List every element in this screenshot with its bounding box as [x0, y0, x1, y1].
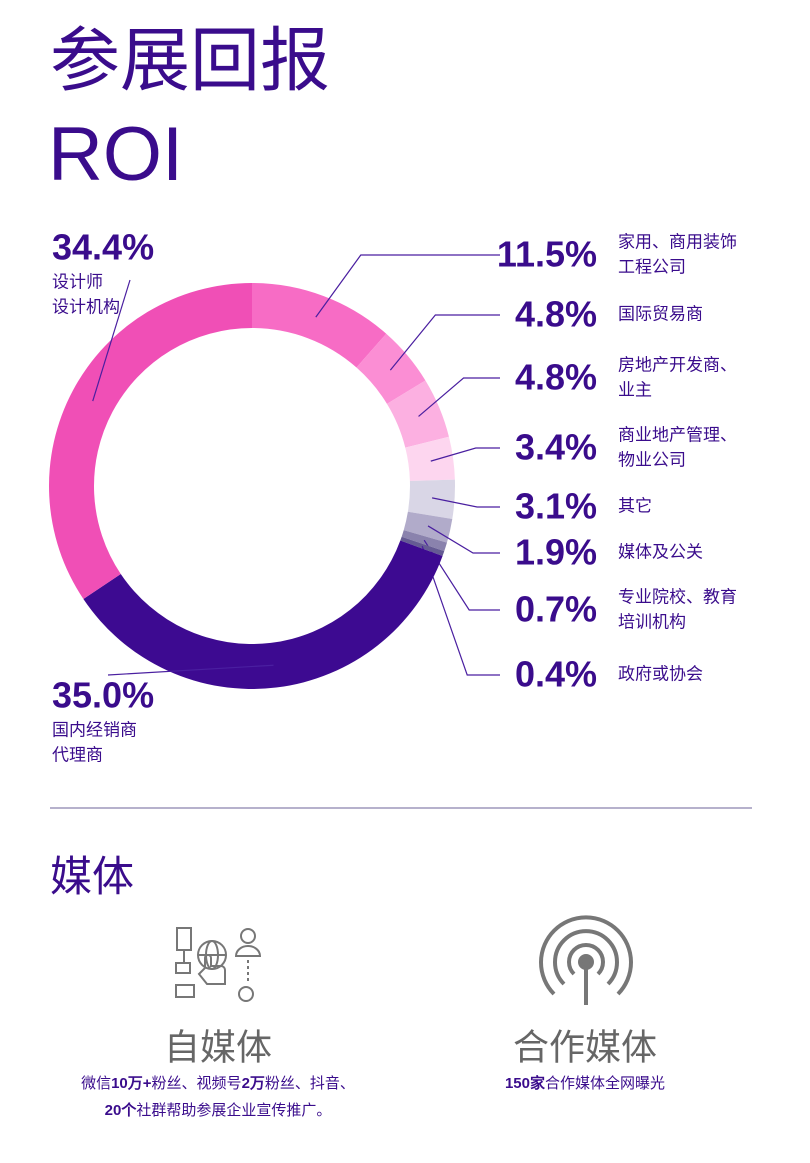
donut-slice [405, 436, 455, 482]
description-segment: 合作媒体全网曝光 [545, 1074, 665, 1092]
category-label: 培训机构 [618, 612, 686, 631]
category-label: 房地产开发商、 [618, 355, 737, 374]
description-segment: 10万+ [111, 1075, 152, 1092]
leader-line [431, 497, 500, 508]
category-label: 其它 [618, 496, 652, 515]
donut-slice [48, 283, 252, 600]
value-label: 34.4% [52, 227, 154, 268]
leader-line [427, 525, 500, 554]
partner-media-icon [539, 915, 633, 1005]
value-label: 4.8% [515, 294, 597, 335]
leader-line [418, 377, 500, 417]
category-label: 国内经销商 [52, 720, 137, 739]
description-segment: 社群帮助参展企业宣传推广。 [136, 1101, 331, 1119]
leader-line [92, 279, 131, 402]
category-label: 政府或协会 [618, 664, 703, 683]
media-name: 自媒体 [164, 1027, 272, 1068]
page-subtitle: ROI [48, 112, 183, 197]
category-label: 业主 [618, 380, 652, 399]
section-title: 媒体 [50, 853, 134, 900]
value-label: 3.4% [515, 427, 597, 468]
description-segment: 粉丝、视频号 [152, 1075, 242, 1092]
category-label: 家用、商用装饰 [618, 232, 737, 251]
value-label: 1.9% [515, 532, 597, 573]
value-label: 4.8% [515, 357, 597, 398]
leader-line [315, 254, 500, 318]
value-label: 0.7% [515, 589, 597, 630]
donut-slice [386, 380, 449, 448]
leader-line [107, 664, 274, 676]
value-label: 11.5% [497, 234, 597, 275]
value-label: 0.4% [515, 654, 597, 695]
category-label: 设计机构 [52, 297, 120, 316]
donut-slice [252, 283, 387, 368]
description-segment: 2万 [242, 1075, 265, 1092]
page-title: 参展回报 [50, 21, 330, 99]
donut-slice [83, 540, 443, 690]
description-segment: 20个 [105, 1101, 138, 1119]
donut-slice [407, 479, 455, 520]
category-label: 设计师 [52, 272, 103, 291]
category-label: 媒体及公关 [618, 542, 703, 561]
description-segment: 150家 [505, 1074, 545, 1092]
donut-slice [403, 511, 453, 543]
media-description: 20个社群帮助参展企业宣传推广。 [105, 1101, 332, 1119]
category-label: 专业院校、教育 [618, 587, 737, 606]
media-description: 150家合作媒体全网曝光 [505, 1074, 665, 1092]
media-description: 微信10万+粉丝、视频号2万粉丝、抖音、 [81, 1075, 355, 1092]
leader-line [389, 314, 500, 371]
category-label: 代理商 [52, 745, 103, 764]
category-label: 国际贸易商 [618, 304, 703, 323]
category-label: 物业公司 [618, 450, 686, 469]
category-label: 工程公司 [618, 257, 686, 276]
value-label: 3.1% [515, 486, 597, 527]
self-media-icon [175, 927, 262, 1002]
description-segment: 微信 [81, 1075, 111, 1092]
value-label: 35.0% [52, 675, 154, 716]
leader-line [421, 545, 500, 676]
leader-line [430, 447, 500, 462]
category-label: 商业地产管理、 [618, 425, 737, 444]
media-name: 合作媒体 [513, 1027, 657, 1068]
description-segment: 粉丝、抖音、 [265, 1075, 355, 1092]
